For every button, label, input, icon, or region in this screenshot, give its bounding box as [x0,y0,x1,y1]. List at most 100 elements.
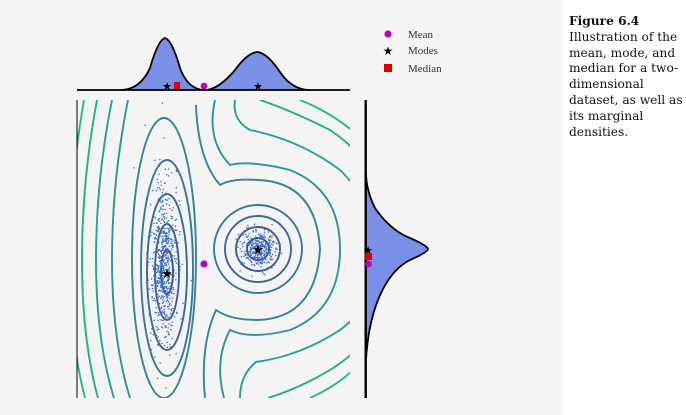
scatter-point [165,239,168,241]
scatter-point [168,333,171,336]
scatter-point [248,232,250,235]
scatter-point [162,322,164,325]
scatter-point [153,241,156,244]
scatter-point [262,236,265,238]
scatter-point [158,220,161,222]
scatter-point [167,241,169,244]
scatter-point [169,302,171,304]
scatter-point [152,290,154,292]
scatter-point [271,253,274,256]
scatter-point [263,231,266,233]
scatter-point [157,226,159,229]
top-mode-marker-right: ★ [253,81,263,93]
scatter-point [160,252,163,254]
scatter-point [167,301,170,303]
scatter-point [161,200,164,203]
scatter-point [167,316,169,318]
scatter-point [261,256,263,258]
scatter-point [270,259,272,261]
scatter-point [171,300,174,303]
scatter-point [257,246,259,248]
scatter-point [162,282,164,285]
scatter-point [161,319,163,321]
scatter-point [238,259,240,261]
scatter-point [156,301,159,303]
scatter-point [170,274,173,276]
scatter-point [160,180,162,183]
scatter-point [172,266,175,268]
scatter-point [239,240,241,243]
scatter-point [159,261,162,264]
scatter-point [275,248,277,250]
scatter-point [161,277,164,279]
scatter-point [263,228,266,231]
scatter-point [165,294,168,297]
scatter-point [170,286,172,289]
scatter-point [156,329,159,331]
top-marginal-density [77,37,350,91]
scatter-point [168,317,170,319]
scatter-point [162,188,165,191]
scatter-point [148,314,151,316]
scatter-point [179,265,181,268]
scatter-point [242,241,245,244]
right-marginal-markers: ★ [363,245,373,268]
scatter-point [257,260,259,262]
scatter-point [266,242,269,244]
scatter-point [162,246,165,248]
scatter-point [154,275,157,278]
scatter-point [173,275,175,277]
right-mode-marker: ★ [363,245,373,257]
scatter-point [157,198,160,200]
scatter-point [164,238,166,241]
scatter-point [163,271,165,273]
scatter-point [164,235,166,238]
scatter-point [164,264,167,267]
scatter-point [169,282,172,284]
scatter-point [174,260,177,263]
scatter-point [171,264,174,267]
scatter-point [166,199,169,201]
scatter-point [179,204,181,206]
scatter-point [271,234,273,237]
legend: Mean ★ Modes Median [383,29,442,75]
scatter-point [261,260,264,262]
scatter-point [163,281,166,284]
scatter-point [177,242,179,244]
scatter-point [265,246,267,249]
scatter-point [246,242,249,245]
scatter-point [160,235,162,238]
scatter-point [258,256,261,259]
scatter-point [169,285,172,288]
scatter-point [173,239,175,241]
scatter-point [253,258,255,260]
scatter-point [157,312,160,314]
scatter-point [163,212,166,215]
scatter-point [176,289,179,292]
scatter-point [268,236,271,239]
scatter-point [171,277,174,280]
scatter-point [159,281,161,284]
scatter-point [248,243,250,245]
scatter-point [158,227,161,229]
scatter-point [170,292,172,294]
scatter-point [165,326,167,329]
scatter-point [240,256,243,258]
scatter-point [261,237,264,239]
scatter-point [159,259,162,262]
scatter-point [158,187,161,189]
scatter-point [165,274,168,277]
scatter-point [162,230,165,232]
scatter-point [168,271,170,274]
scatter-point [157,269,160,271]
scatter-point [270,246,273,249]
scatter-point [159,319,161,321]
scatter-point [158,248,161,251]
scatter-point [154,159,156,161]
scatter-point [166,287,168,290]
scatter-point [160,296,163,298]
scatter-point [172,224,174,226]
scatter-point [163,308,166,310]
scatter-point [263,252,265,255]
scatter-point [268,239,270,242]
